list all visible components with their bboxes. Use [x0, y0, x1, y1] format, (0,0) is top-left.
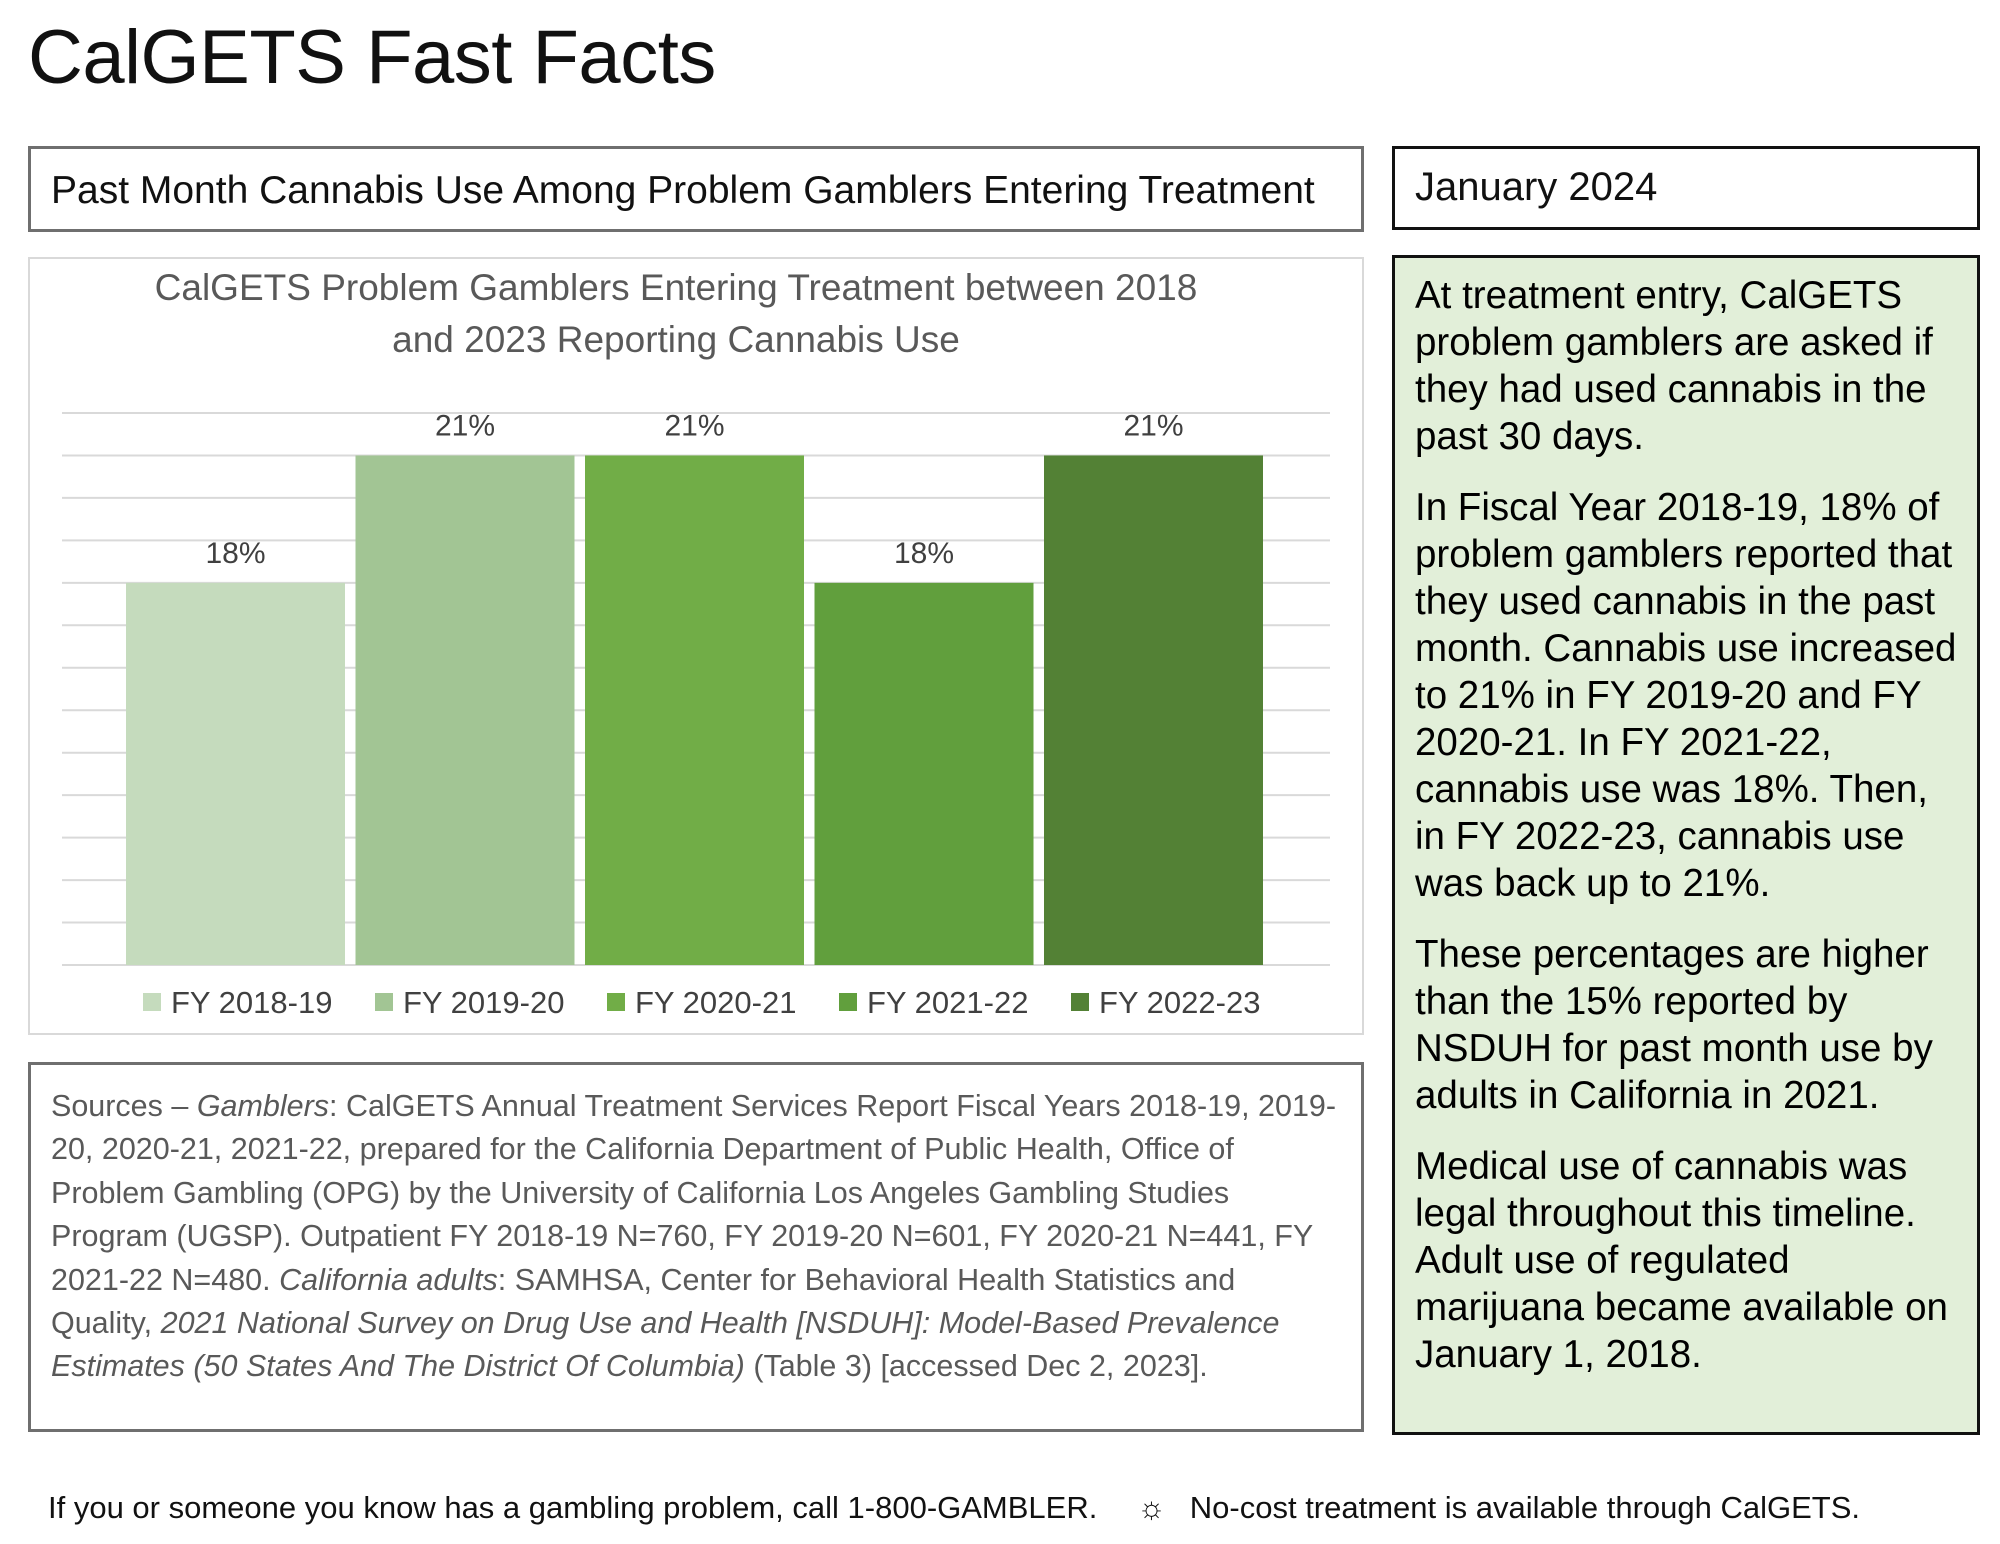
sources-adults-text: : SAMHSA, Center for Behavioral Health S… — [51, 1262, 1236, 1341]
summary-paragraph-4: Medical use of cannabis was legal throug… — [1415, 1145, 1948, 1376]
subject-box: Past Month Cannabis Use Among Problem Ga… — [28, 146, 1364, 232]
data-label: 21% — [435, 409, 495, 442]
summary-panel: At treatment entry, CalGETS problem gamb… — [1392, 255, 1980, 1435]
summary-paragraph-3: These percentages are higher than the 15… — [1415, 933, 1933, 1117]
footer-treatment-text: No-cost treatment is available through C… — [1189, 1490, 1861, 1525]
page-title: CalGETS Fast Facts — [28, 15, 716, 100]
sun-separator-icon: ☼ — [1137, 1490, 1166, 1525]
summary-paragraph-1: At treatment entry, CalGETS problem gamb… — [1415, 274, 1933, 458]
sources-nsduh-tail: (Table 3) [accessed Dec 2, 2023]. — [744, 1349, 1208, 1384]
legend-label: FY 2020-21 — [635, 985, 796, 1020]
legend-label: FY 2022-23 — [1099, 985, 1260, 1020]
sources-gamblers-text: : CalGETS Annual Treatment Services Repo… — [51, 1089, 1337, 1297]
legend-label: FY 2018-19 — [171, 985, 332, 1020]
bar-fy-2019-20 — [355, 455, 575, 965]
data-label: 18% — [894, 537, 954, 570]
legend-label: FY 2021-22 — [867, 985, 1028, 1020]
legend-swatch — [375, 993, 393, 1011]
date-box: January 2024 — [1392, 146, 1980, 230]
sources-gamblers-label: Gamblers — [196, 1089, 330, 1123]
footer: If you or someone you know has a gamblin… — [48, 1490, 1860, 1526]
bar-chart: 18%21% 21%18%21% FY 2018-19 FY 2019-20 FY 2… — [62, 409, 1330, 1020]
bar-fy-2018-19 — [126, 582, 345, 965]
legend-swatch — [143, 993, 161, 1011]
sources-box: Sources – Gamblers: CalGETS Annual Treat… — [28, 1062, 1364, 1432]
legend: FY 2018-19 FY 2019-20 FY 2020-21 FY 2021-22… — [143, 985, 1260, 1020]
data-labels: 18% 21% 21% 18% 21% — [205, 409, 1183, 569]
bars — [126, 455, 1263, 965]
legend-swatch — [1071, 993, 1089, 1011]
legend-swatch — [839, 993, 857, 1011]
subject-text: Past Month Cannabis Use Among Problem Ga… — [51, 169, 1315, 212]
footer-helpline-text: If you or someone you know has a gamblin… — [48, 1490, 1098, 1525]
legend-label: FY 2019-20 — [403, 985, 564, 1020]
data-label: 21% — [1123, 409, 1183, 442]
chart-title-line-2: and 2023 Reporting Cannabis Use — [392, 319, 960, 360]
chart-title-line-1: CalGETS Problem Gamblers Entering Treatm… — [154, 267, 1198, 308]
bar-fy-2022-23 — [1044, 455, 1263, 965]
data-label: 21% — [664, 409, 724, 442]
bar-fy-2021-22 — [814, 582, 1034, 965]
sources-adults-label: California adults — [279, 1262, 498, 1297]
data-label: 18% — [205, 537, 265, 570]
sources-text: Sources – Gamblers: CalGETS Annual Treat… — [51, 1085, 1341, 1389]
chart-title: CalGETS Problem Gamblers Entering Treatm… — [0, 262, 1352, 366]
sources-lead: Sources – — [51, 1089, 197, 1123]
summary-paragraph-2: In Fiscal Year 2018-19, 18% of problem g… — [1415, 486, 1957, 905]
date-text: January 2024 — [1415, 165, 1658, 209]
legend-swatch — [607, 993, 625, 1011]
bar-fy-2020-21 — [585, 455, 804, 965]
sources-nsduh-title: 2021 National Survey on Drug Use and Hea… — [51, 1306, 1280, 1384]
